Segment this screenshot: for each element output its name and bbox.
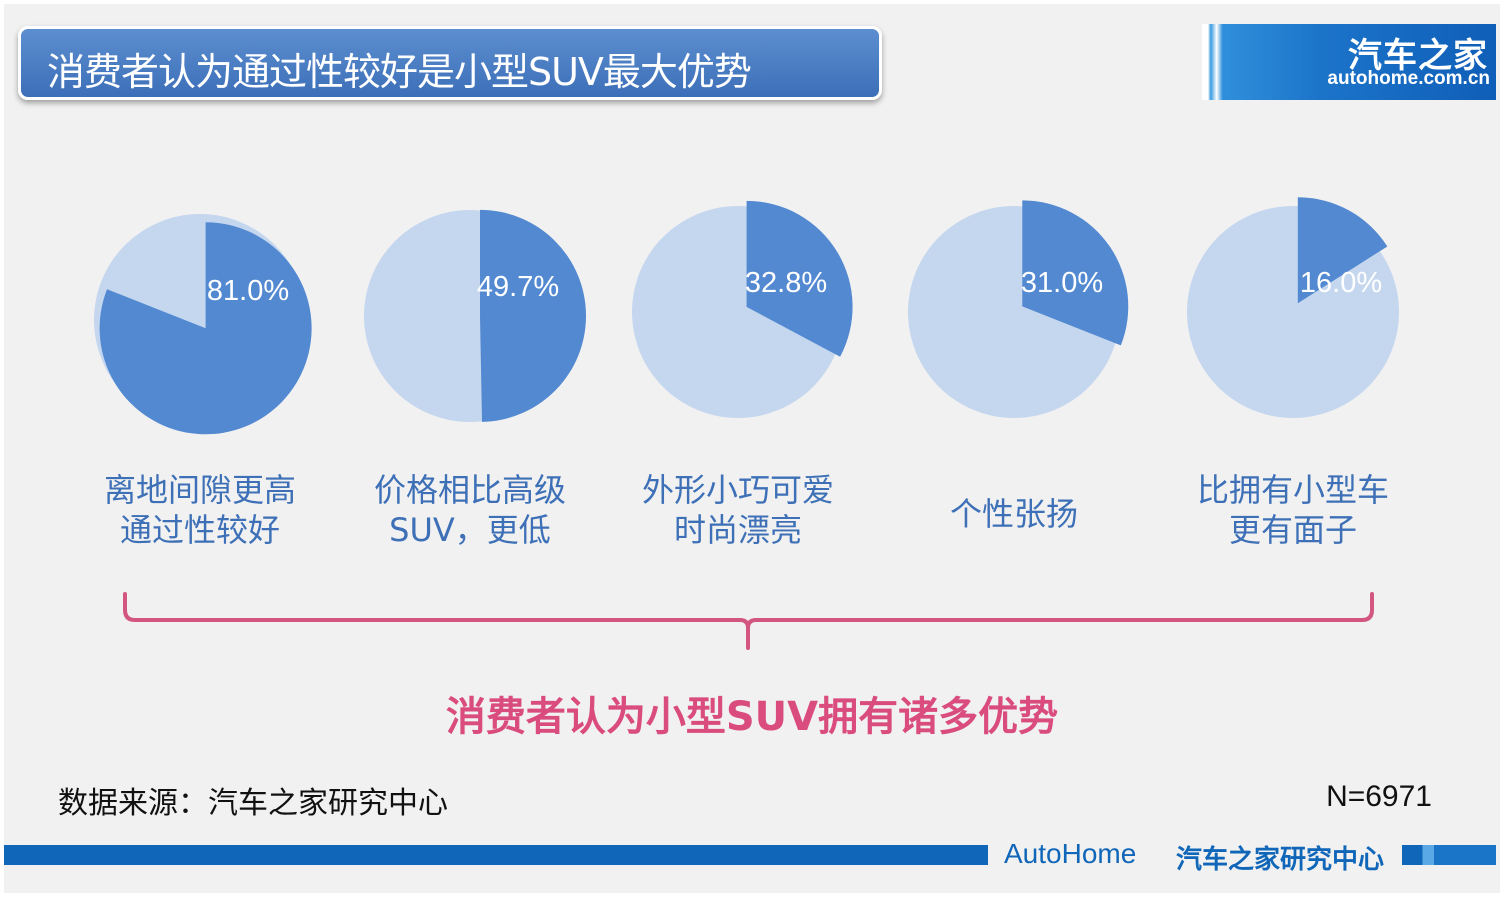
conclusion-text: 消费者认为小型SUV拥有诸多优势 (445, 694, 1059, 740)
pie-5-label-line: 比拥有小型车 (1196, 471, 1389, 509)
pie-1-value-label: 81.0% (207, 275, 289, 307)
logo-chinese-text: 汽车之家 (1348, 36, 1488, 76)
title-banner: 消费者认为通过性较好是小型SUV最大优势 (18, 26, 882, 100)
pie-1-slice (99, 222, 312, 435)
page-title: 消费者认为通过性较好是小型SUV最大优势 (47, 50, 752, 94)
autohome-logo: 汽车之家 autohome.com.cn (1202, 24, 1496, 100)
pie-2-category-label: 价格相比高级 SUV，更低 (340, 470, 600, 550)
pie-5-category-label: 比拥有小型车 更有面子 (1163, 470, 1423, 550)
pie-1-label-line: 离地间隙更高 (103, 471, 296, 509)
footer-org: 汽车之家研究中心 (1176, 845, 1385, 875)
sample-size: N=6971 (1326, 780, 1432, 813)
pie-3-label-line: 时尚漂亮 (673, 511, 802, 549)
pie-3-slice (746, 200, 853, 357)
pie-3-value-label: 32.8% (745, 267, 827, 299)
pie-2-label-line: SUV，更低 (389, 511, 551, 549)
pie-4-value-label: 31.0% (1021, 267, 1103, 299)
pie-4-label-line: 个性张扬 (949, 495, 1078, 533)
footer-decoration (1402, 845, 1496, 865)
footer-brand: AutoHome (1004, 838, 1137, 869)
data-source: 数据来源：汽车之家研究中心 (58, 786, 448, 821)
pie-4-slice (1022, 200, 1129, 346)
pie-5-label-line: 更有面子 (1228, 511, 1357, 549)
bracket (123, 592, 1374, 650)
logo-url-text: autohome.com.cn (1327, 68, 1490, 89)
footer-bar (4, 845, 988, 865)
pie-3-label-line: 外形小巧可爱 (641, 471, 834, 509)
pie-2-label-line: 价格相比高级 (373, 471, 566, 509)
pie-5-slice (1297, 197, 1388, 304)
pie-4-category-label: 个性张扬 (884, 494, 1144, 534)
pie-5-value-label: 16.0% (1300, 267, 1382, 299)
pie-1-category-label: 离地间隙更高 通过性较好 (70, 470, 330, 550)
pie-2-value-label: 49.7% (477, 271, 559, 303)
pie-2-slice (479, 209, 586, 422)
logo-background (1202, 24, 1496, 100)
slide-background (4, 4, 1500, 893)
pie-1-label-line: 通过性较好 (119, 511, 280, 549)
pie-3-category-label: 外形小巧可爱 时尚漂亮 (608, 470, 868, 550)
